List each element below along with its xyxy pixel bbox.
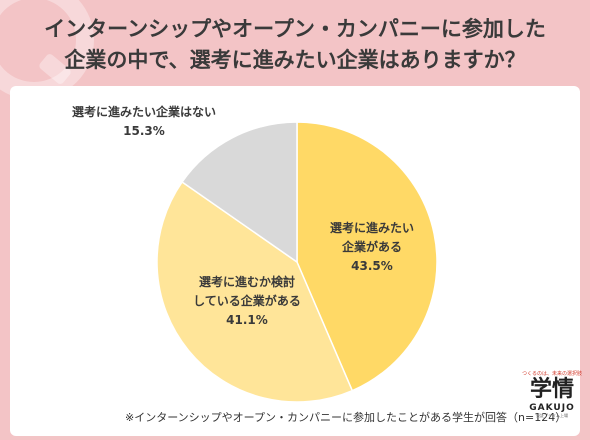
- slice-2-label-line-0: 選考に進みたい企業はない: [72, 104, 216, 119]
- pie-slice-1: [156, 180, 354, 403]
- pie-slice-2: [181, 121, 298, 264]
- pie-slice-0: [296, 121, 438, 392]
- slice-0-label-line-0: 選考に進みたい: [330, 220, 414, 235]
- title-line-1: インターンシップやオープン・カンパニーに参加した: [44, 17, 546, 41]
- slice-0-value: 43.5%: [351, 259, 393, 273]
- slice-2-value: 15.3%: [123, 124, 165, 138]
- logo-roman: GAKUJO: [529, 403, 575, 413]
- logo-sub: 東証プライム上場: [536, 413, 568, 418]
- logo-tagline: つくるのは、未来の選択肢: [522, 371, 582, 377]
- title-line-2: 企業の中で、選考に進みたい企業はありますか？: [64, 48, 526, 72]
- logo-kanji: 学情: [529, 377, 574, 402]
- slice-1-value: 41.1%: [226, 313, 268, 327]
- slice-0-label-line-1: 企業がある: [341, 239, 402, 254]
- slice-1-label-line-1: している企業がある: [193, 293, 301, 308]
- page-title: インターンシップやオープン・カンパニーに参加した 企業の中で、選考に進みたい企業…: [0, 14, 590, 76]
- footnote: ※インターンシップやオープン・カンパニーに参加したことがある学生が回答（n=12…: [125, 411, 567, 424]
- gakujo-logo: つくるのは、未来の選択肢 学情 GAKUJO 東証プライム上場: [521, 370, 583, 436]
- slice-1-label-line-0: 選考に進むか検討: [199, 274, 295, 289]
